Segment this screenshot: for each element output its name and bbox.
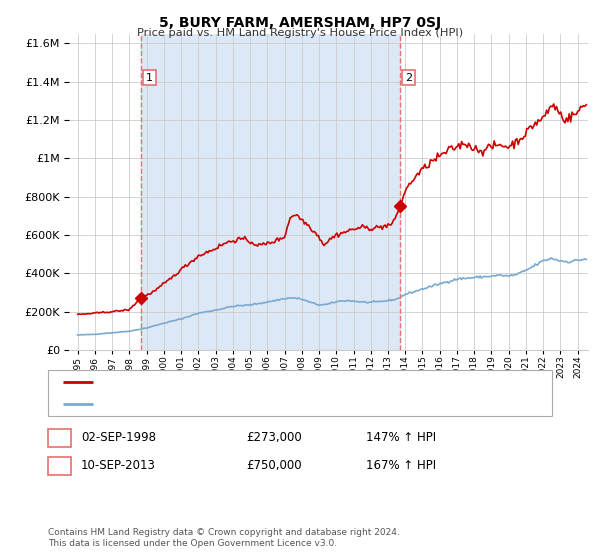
Text: 147% ↑ HPI: 147% ↑ HPI bbox=[366, 431, 436, 445]
Text: 167% ↑ HPI: 167% ↑ HPI bbox=[366, 459, 436, 473]
Text: £273,000: £273,000 bbox=[246, 431, 302, 445]
Text: 1: 1 bbox=[146, 73, 153, 83]
Text: 10-SEP-2013: 10-SEP-2013 bbox=[81, 459, 156, 473]
Text: 02-SEP-1998: 02-SEP-1998 bbox=[81, 431, 156, 445]
Text: HPI: Average price, semi-detached house, Buckinghamshire: HPI: Average price, semi-detached house,… bbox=[99, 399, 411, 409]
Bar bbox=[141, 34, 400, 350]
Text: £750,000: £750,000 bbox=[246, 459, 302, 473]
Text: 1: 1 bbox=[56, 431, 63, 445]
Text: Price paid vs. HM Land Registry's House Price Index (HPI): Price paid vs. HM Land Registry's House … bbox=[137, 28, 463, 38]
Text: Contains HM Land Registry data © Crown copyright and database right 2024.
This d: Contains HM Land Registry data © Crown c… bbox=[48, 528, 400, 548]
Text: 5, BURY FARM, AMERSHAM, HP7 0SJ (semi-detached house): 5, BURY FARM, AMERSHAM, HP7 0SJ (semi-de… bbox=[99, 377, 408, 388]
Text: 5, BURY FARM, AMERSHAM, HP7 0SJ: 5, BURY FARM, AMERSHAM, HP7 0SJ bbox=[159, 16, 441, 30]
Text: 2: 2 bbox=[405, 73, 412, 83]
Text: 2: 2 bbox=[56, 459, 63, 473]
